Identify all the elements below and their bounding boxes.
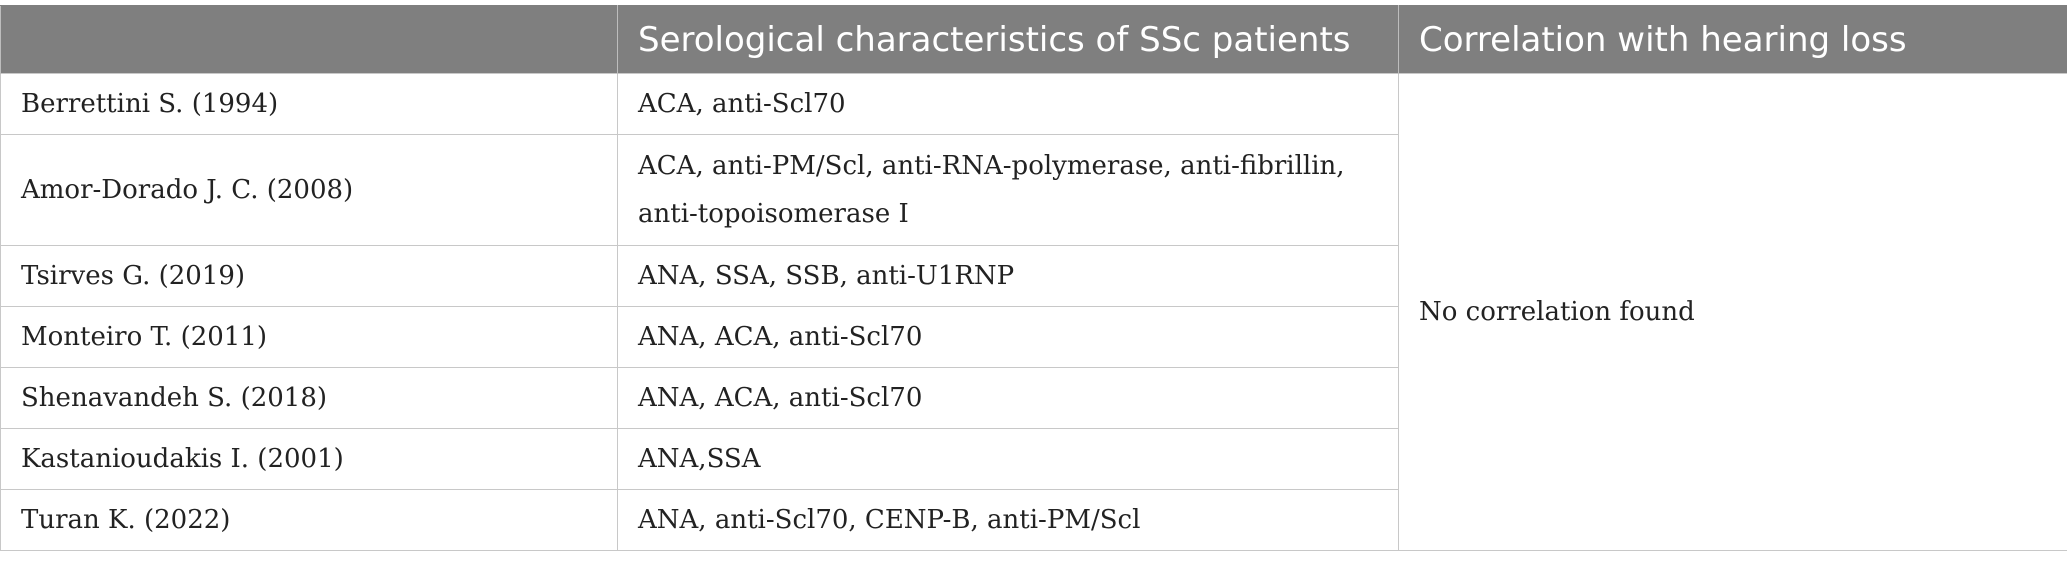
study-cell: Monteiro T. (2011): [0, 306, 618, 368]
table-row: Turan K. (2022) ANA, anti-Scl70, CENP-B,…: [0, 489, 2067, 551]
table-row: Kastanioudakis I. (2001) ANA,SSA: [0, 428, 2067, 490]
serology-cell: ACA, anti-PM/Scl, anti-RNA-polymerase, a…: [617, 134, 1399, 246]
study-cell: Turan K. (2022): [0, 489, 618, 551]
serology-cell: ANA, SSA, SSB, anti-U1RNP: [617, 245, 1399, 307]
serology-cell: ANA, anti-Scl70, CENP-B, anti-PM/Scl: [617, 489, 1399, 551]
serology-hearing-loss-table: Serological characteristics of SSc patie…: [0, 5, 2067, 551]
table-row: Amor-Dorado J. C. (2008) ACA, anti-PM/Sc…: [0, 134, 2067, 246]
study-cell: Shenavandeh S. (2018): [0, 367, 618, 429]
serology-cell: ACA, anti-Scl70: [617, 73, 1399, 135]
header-study: [0, 5, 618, 74]
header-row: Serological characteristics of SSc patie…: [0, 5, 2067, 74]
serology-cell: ANA,SSA: [617, 428, 1399, 490]
table-row: Monteiro T. (2011) ANA, ACA, anti-Scl70: [0, 306, 2067, 368]
correlation-cell: No correlation found: [1398, 73, 2067, 551]
study-cell: Kastanioudakis I. (2001): [0, 428, 618, 490]
serology-cell: ANA, ACA, anti-Scl70: [617, 367, 1399, 429]
table-row: Tsirves G. (2019) ANA, SSA, SSB, anti-U1…: [0, 245, 2067, 307]
study-table-container: Serological characteristics of SSc patie…: [0, 5, 2067, 551]
header-serology: Serological characteristics of SSc patie…: [617, 5, 1399, 74]
table-row: Shenavandeh S. (2018) ANA, ACA, anti-Scl…: [0, 367, 2067, 429]
serology-cell: ANA, ACA, anti-Scl70: [617, 306, 1399, 368]
study-cell: Tsirves G. (2019): [0, 245, 618, 307]
study-cell: Berrettini S. (1994): [0, 73, 618, 135]
table-row: Berrettini S. (1994) ACA, anti-Scl70 No …: [0, 73, 2067, 551]
study-cell: Amor-Dorado J. C. (2008): [0, 134, 618, 246]
header-correlation: Correlation with hearing loss: [1398, 5, 2067, 74]
